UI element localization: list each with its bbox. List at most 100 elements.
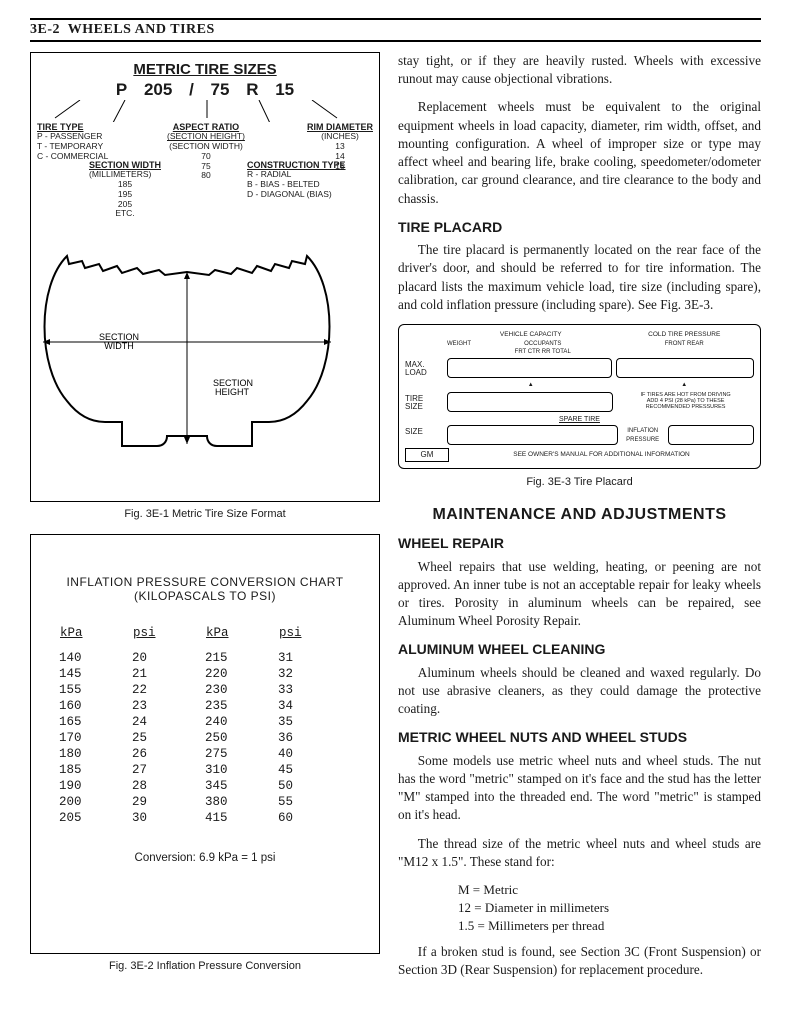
table-cell: 155: [59, 682, 132, 698]
def-item: 12 = Diameter in millimeters: [458, 899, 761, 917]
table-cell: 29: [132, 794, 205, 810]
table-cell: 380: [205, 794, 278, 810]
fig1-label-area: TIRE TYPE P - PASSENGER T - TEMPORARY C …: [37, 122, 373, 242]
para: The tire placard is permanently located …: [398, 241, 761, 314]
lbl: ETC.: [89, 209, 161, 219]
para: Replacement wheels must be equivalent to…: [398, 98, 761, 207]
code-slash: /: [183, 80, 200, 100]
lbl: COLD TIRE PRESSURE: [614, 331, 754, 340]
lbl: FRT CTR RR TOTAL: [515, 349, 571, 355]
box: [447, 358, 612, 378]
table-cell: 45: [278, 762, 351, 778]
table-cell: 275: [205, 746, 278, 762]
lbl: 80: [167, 171, 245, 181]
section-title: WHEELS AND TIRES: [68, 22, 215, 37]
table-cell: 230: [205, 682, 278, 698]
lbl-infl: INFLATION PRESSURE: [618, 425, 668, 445]
lbl-spare: SPARE TIRE: [405, 415, 754, 425]
table-cell: 310: [205, 762, 278, 778]
col-psi: psi: [132, 625, 205, 650]
table-row: 1452122032: [59, 666, 351, 682]
svg-text:WIDTH: WIDTH: [104, 341, 134, 351]
heading-alum-clean: ALUMINUM WHEEL CLEANING: [398, 640, 761, 659]
para: Some models use metric wheel nuts and wh…: [398, 752, 761, 825]
para: The thread size of the metric wheel nuts…: [398, 835, 761, 871]
table-cell: 31: [278, 650, 351, 666]
table-cell: 24: [132, 714, 205, 730]
table-cell: 28: [132, 778, 205, 794]
table-cell: 145: [59, 666, 132, 682]
table-cell: 60: [278, 810, 351, 826]
table-cell: 36: [278, 730, 351, 746]
def-item: M = Metric: [458, 881, 761, 899]
table-row: 1552223033: [59, 682, 351, 698]
table-cell: 22: [132, 682, 205, 698]
box: [447, 392, 613, 412]
table-row: 1652424035: [59, 714, 351, 730]
table-cell: 180: [59, 746, 132, 762]
page: 3E-2 WHEELS AND TIRES METRIC TIRE SIZES …: [0, 0, 791, 1024]
table-cell: 20: [132, 650, 205, 666]
col-kpa: kPa: [205, 625, 278, 650]
hot-note: IF TIRES ARE HOT FROM DRIVING ADD 4 PSI …: [617, 392, 754, 412]
box: [668, 425, 754, 445]
fig-3e-2: INFLATION PRESSURE CONVERSION CHART (KIL…: [30, 534, 380, 954]
lbl-max-load: MAX. LOAD: [405, 358, 447, 378]
table-row: 1802627540: [59, 746, 351, 762]
table-cell: 185: [59, 762, 132, 778]
box: [616, 358, 754, 378]
fig2-title-l1: INFLATION PRESSURE CONVERSION CHART: [66, 575, 343, 589]
fig1-title: METRIC TIRE SIZES: [37, 61, 373, 78]
fig1-caption: Fig. 3E-1 Metric Tire Size Format: [30, 508, 380, 520]
para: If a broken stud is found, see Section 3…: [398, 943, 761, 979]
table-cell: 235: [205, 698, 278, 714]
placard-header: VEHICLE CAPACITY WEIGHT OCCUPANTS FRT CT…: [405, 331, 754, 357]
heading-wheel-repair: WHEEL REPAIR: [398, 534, 761, 553]
heading-maintenance: MAINTENANCE AND ADJUSTMENTS: [398, 504, 761, 526]
table-row: 1702525036: [59, 730, 351, 746]
table-cell: 33: [278, 682, 351, 698]
table-cell: 35: [278, 714, 351, 730]
fig-3e-3: VEHICLE CAPACITY WEIGHT OCCUPANTS FRT CT…: [398, 324, 761, 469]
heading-metric-nuts: METRIC WHEEL NUTS AND WHEEL STUDS: [398, 728, 761, 747]
table-cell: 345: [205, 778, 278, 794]
table-cell: 25: [132, 730, 205, 746]
table-cell: 140: [59, 650, 132, 666]
table-cell: 32: [278, 666, 351, 682]
box: [447, 425, 618, 445]
placard-footer: SEE OWNER'S MANUAL FOR ADDITIONAL INFORM…: [449, 451, 754, 460]
fig1-tire-code: P 205 / 75 R 15: [37, 80, 373, 100]
lbl: D - DIAGONAL (BIAS): [247, 190, 346, 200]
definition-list: M = Metric 12 = Diameter in millimeters …: [458, 881, 761, 935]
section-code: 3E-2: [30, 22, 60, 37]
table-cell: 205: [59, 810, 132, 826]
table-cell: 215: [205, 650, 278, 666]
code-p: P: [110, 80, 133, 100]
code-ratio: 75: [205, 80, 236, 100]
table-cell: 165: [59, 714, 132, 730]
table-row: 1852731045: [59, 762, 351, 778]
table-cell: 23: [132, 698, 205, 714]
fig2-caption: Fig. 3E-2 Inflation Pressure Conversion: [30, 960, 380, 972]
fig2-title: INFLATION PRESSURE CONVERSION CHART (KIL…: [59, 575, 351, 603]
fig-3e-1: METRIC TIRE SIZES P 205 / 75 R 15: [30, 52, 380, 502]
fig3-caption: Fig. 3E-3 Tire Placard: [398, 475, 761, 490]
lbl: FRONT REAR: [614, 340, 754, 348]
table-cell: 40: [278, 746, 351, 762]
col-psi: psi: [278, 625, 351, 650]
col-kpa: kPa: [59, 625, 132, 650]
table-cell: 34: [278, 698, 351, 714]
table-row: 1402021531: [59, 650, 351, 666]
table-cell: 415: [205, 810, 278, 826]
table-cell: 21: [132, 666, 205, 682]
table-cell: 50: [278, 778, 351, 794]
lbl: 15: [307, 162, 373, 172]
def-item: 1.5 = Millimeters per thread: [458, 917, 761, 935]
left-column: METRIC TIRE SIZES P 205 / 75 R 15: [30, 52, 380, 989]
para: Aluminum wheels should be cleaned and wa…: [398, 664, 761, 719]
code-width: 205: [138, 80, 178, 100]
code-r: R: [240, 80, 264, 100]
lbl: VEHICLE CAPACITY: [447, 331, 614, 340]
table-cell: 220: [205, 666, 278, 682]
right-column: stay tight, or if they are heavily ruste…: [398, 52, 761, 989]
